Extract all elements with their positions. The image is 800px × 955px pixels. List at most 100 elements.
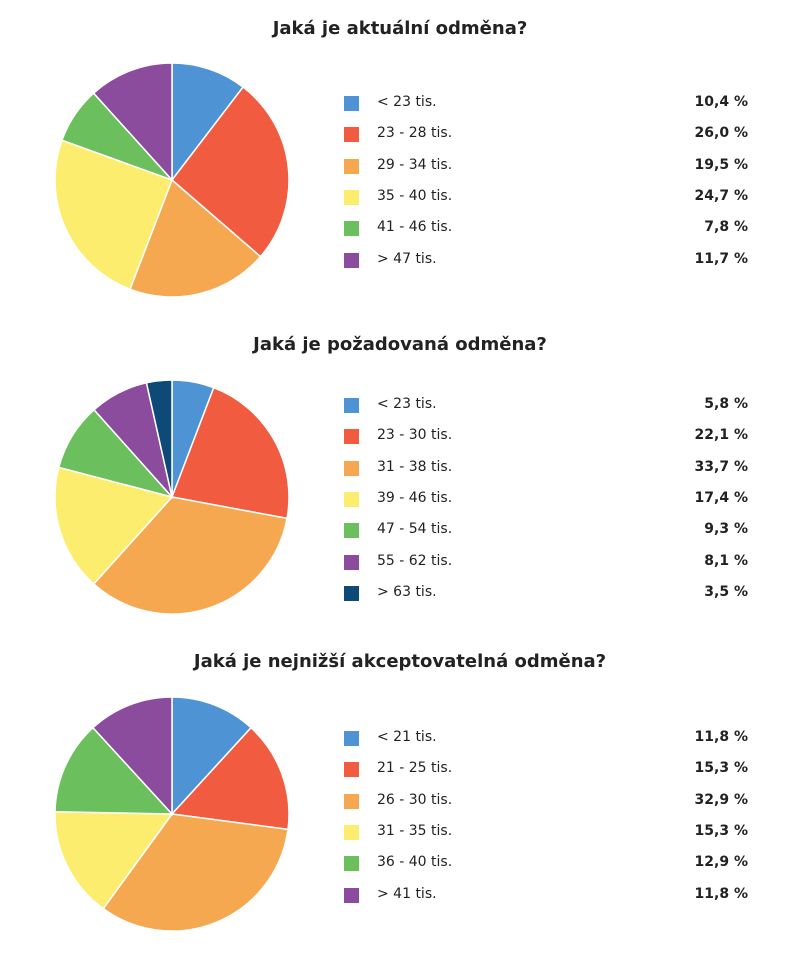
legend-value: 5,8 % — [704, 396, 748, 412]
legend-item: 39 - 46 tis. 17,4 % — [344, 488, 748, 519]
legend-label: 26 - 30 tis. — [377, 791, 453, 808]
legend-swatch — [344, 856, 359, 872]
legend-swatch — [344, 158, 359, 174]
legend-swatch — [344, 793, 359, 809]
legend-swatch — [344, 731, 359, 746]
legend-swatch — [344, 127, 359, 143]
legend-label: > 41 tis. — [377, 885, 437, 902]
legend-item: 47 - 54 tis. 9,3 % — [344, 519, 748, 550]
legend-item: < 23 tis. 10,4 % — [344, 92, 748, 123]
pie-slice — [145, 379, 173, 498]
legend-value: 24,7 % — [694, 187, 748, 204]
legend-swatch — [344, 491, 359, 507]
pie-slice — [54, 466, 174, 586]
pie-slice — [170, 386, 290, 520]
legend-item: 31 - 38 tis. 33,7 % — [344, 457, 748, 488]
legend-label: 55 - 62 tis. — [377, 552, 453, 569]
pie-slice — [129, 178, 262, 298]
legend-label: 23 - 28 tis. — [377, 125, 453, 142]
chart-title: Jaká je aktuální odměna? — [272, 18, 528, 39]
pie-slice — [54, 726, 174, 815]
legend-value: 11,8 % — [694, 729, 748, 745]
legend-item: 36 - 40 tis. 12,9 % — [344, 852, 748, 883]
legend-requested: < 23 tis. 5,8 % 23 - 30 tis. 22,1 % 31 - 38 … — [344, 394, 748, 613]
legend-swatch — [344, 96, 359, 111]
pie-slice — [91, 696, 173, 816]
legend-item: 23 - 30 tis. 22,1 % — [344, 425, 748, 456]
legend-value: 10,4 % — [694, 94, 748, 110]
legend-value: 3,5 % — [704, 583, 748, 600]
legend-swatch — [344, 585, 359, 601]
legend-swatch — [344, 252, 359, 268]
legend-value: 32,9 % — [694, 791, 748, 808]
legend-item: 55 - 62 tis. 8,1 % — [344, 551, 748, 582]
legend-item: 21 - 25 tis. 15,3 % — [344, 758, 748, 789]
legend-value: 8,1 % — [704, 552, 748, 569]
legend-value: 26,0 % — [694, 125, 748, 142]
pie-slice — [92, 496, 288, 615]
legend-label: 39 - 46 tis. — [377, 489, 453, 506]
legend-swatch — [344, 887, 359, 903]
pie-slice — [102, 813, 289, 932]
legend-value: 17,4 % — [694, 489, 748, 506]
legend-item: 26 - 30 tis. 32,9 % — [344, 790, 748, 821]
legend-label: 23 - 30 tis. — [377, 427, 453, 444]
legend-value: 12,9 % — [694, 854, 748, 871]
legend-item: > 41 tis. 11,8 % — [344, 884, 748, 915]
chart-title: Jaká je požadovaná odměna? — [253, 334, 547, 355]
legend-item: < 21 tis. 11,8 % — [344, 727, 748, 758]
legend-swatch — [344, 221, 359, 237]
legend-item: > 63 tis. 3,5 % — [344, 582, 748, 613]
legend-label: 47 - 54 tis. — [377, 521, 453, 538]
legend-swatch — [344, 460, 359, 476]
legend-item: 35 - 40 tis. 24,7 % — [344, 186, 748, 217]
legend-swatch — [344, 824, 359, 840]
pie-slice — [171, 62, 245, 183]
legend-label: 31 - 35 tis. — [377, 822, 453, 839]
legend-swatch — [344, 762, 359, 778]
legend-item: 31 - 35 tis. 15,3 % — [344, 821, 748, 852]
legend-label: < 23 tis. — [377, 396, 437, 412]
legend-minimum: < 21 tis. 11,8 % 21 - 25 tis. 15,3 % 26 - 30… — [344, 727, 748, 915]
pie-slice — [171, 696, 253, 816]
legend-label: 21 - 25 tis. — [377, 760, 453, 777]
legend-item: 41 - 46 tis. 7,8 % — [344, 217, 748, 248]
legend-value: 19,5 % — [694, 156, 748, 173]
pie-chart-minimum — [54, 696, 290, 932]
legend-swatch — [344, 398, 359, 413]
legend-item: 29 - 34 tis. 19,5 % — [344, 155, 748, 186]
legend-label: 36 - 40 tis. — [377, 854, 453, 871]
legend-item: 23 - 28 tis. 26,0 % — [344, 123, 748, 154]
legend-swatch — [344, 523, 359, 539]
pie-chart-current — [54, 62, 290, 298]
chart-title: Jaká je nejnižší akceptovatelná odměna? — [193, 651, 607, 672]
legend-swatch — [344, 554, 359, 570]
pie-slice — [54, 139, 173, 291]
legend-value: 7,8 % — [704, 219, 748, 236]
legend-value: 9,3 % — [704, 521, 748, 538]
legend-value: 11,8 % — [694, 885, 748, 902]
legend-value: 22,1 % — [694, 427, 748, 444]
legend-value: 11,7 % — [694, 250, 748, 267]
legend-label: 31 - 38 tis. — [377, 458, 453, 475]
legend-label: 29 - 34 tis. — [377, 156, 453, 173]
pie-slice — [92, 62, 173, 182]
legend-item: < 23 tis. 5,8 % — [344, 394, 748, 425]
legend-value: 15,3 % — [694, 822, 748, 839]
legend-label: < 23 tis. — [377, 94, 437, 110]
legend-label: < 21 tis. — [377, 729, 437, 745]
legend-label: 41 - 46 tis. — [377, 219, 453, 236]
pie-slice — [170, 86, 290, 258]
legend-value: 15,3 % — [694, 760, 748, 777]
legend-current: < 23 tis. 10,4 % 23 - 28 tis. 26,0 % 29 - 34… — [344, 92, 748, 280]
legend-label: > 47 tis. — [377, 250, 437, 267]
legend-item: > 47 tis. 11,7 % — [344, 249, 748, 280]
pie-slice — [54, 811, 174, 910]
pie-chart-requested — [54, 379, 290, 615]
legend-swatch — [344, 189, 359, 205]
legend-label: 35 - 40 tis. — [377, 187, 453, 204]
legend-value: 33,7 % — [694, 458, 748, 475]
legend-swatch — [344, 429, 359, 445]
pie-slice — [170, 726, 290, 831]
legend-label: > 63 tis. — [377, 583, 437, 600]
